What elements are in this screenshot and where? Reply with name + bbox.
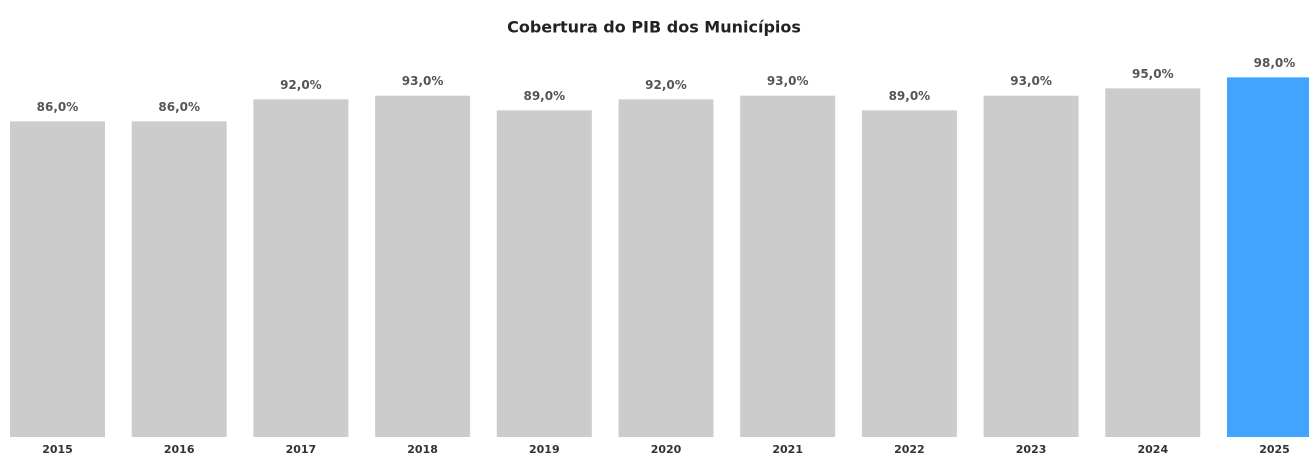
value-label: 86,0%	[158, 100, 200, 114]
bar	[618, 99, 714, 438]
value-label: 92,0%	[645, 78, 687, 92]
x-tick-label: 2021	[772, 443, 803, 456]
x-tick-label: 2022	[894, 443, 925, 456]
value-label: 98,0%	[1254, 56, 1296, 70]
bar	[10, 121, 105, 437]
bar	[861, 110, 957, 438]
chart-title: Cobertura do PIB dos Municípios	[507, 18, 801, 37]
x-tick-label: 2023	[1016, 443, 1047, 456]
bar	[1105, 88, 1201, 437]
bar	[131, 121, 227, 437]
x-tick-label: 2018	[407, 443, 438, 456]
value-label: 93,0%	[402, 74, 444, 88]
value-label: 86,0%	[37, 100, 79, 114]
x-tick-label: 2020	[651, 443, 682, 456]
bar	[253, 99, 349, 438]
bar	[375, 95, 471, 437]
value-label: 95,0%	[1132, 67, 1174, 81]
bar	[983, 95, 1079, 437]
bar	[1227, 77, 1309, 437]
x-tick-label: 2025	[1259, 443, 1290, 456]
bar	[496, 110, 592, 438]
value-label: 89,0%	[523, 89, 565, 103]
value-label: 93,0%	[1010, 74, 1052, 88]
value-label: 93,0%	[767, 74, 809, 88]
bar	[740, 95, 836, 437]
x-tick-label: 2017	[286, 443, 317, 456]
value-label: 92,0%	[280, 78, 322, 92]
x-tick-label: 2016	[164, 443, 195, 456]
x-tick-label: 2019	[529, 443, 560, 456]
value-label: 89,0%	[889, 89, 931, 103]
x-tick-label: 2015	[42, 443, 73, 456]
x-tick-label: 2024	[1137, 443, 1168, 456]
